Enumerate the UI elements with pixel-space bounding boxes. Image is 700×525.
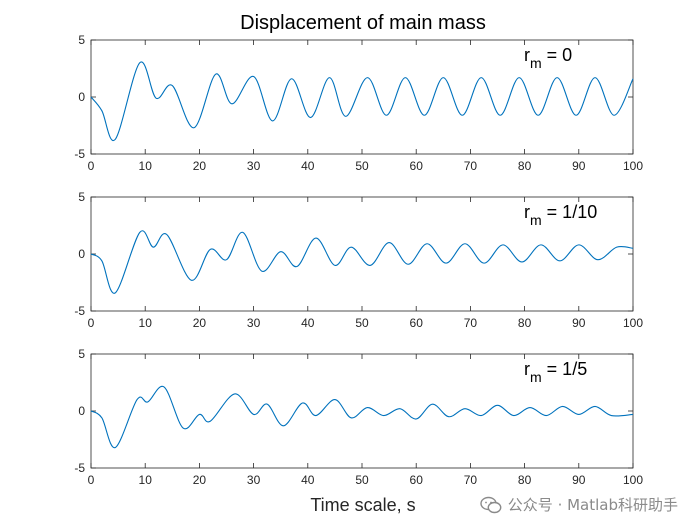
x-tick-label: 70: [464, 316, 478, 330]
x-tick-label: 40: [301, 473, 315, 487]
wechat-icon: [480, 496, 502, 513]
x-tick-label: 60: [410, 316, 424, 330]
x-tick-label: 80: [518, 473, 532, 487]
x-tick-label: 20: [193, 159, 207, 173]
x-tick-label: 80: [518, 316, 532, 330]
displacement-series-line: [90, 230, 634, 294]
x-tick-label: 10: [139, 473, 153, 487]
x-tick-label: 10: [139, 159, 153, 173]
x-axis-label: Time scale, s: [310, 495, 415, 515]
y-tick-label: 0: [78, 247, 85, 261]
displacement-series-line: [90, 61, 634, 142]
y-tick-label: 5: [78, 33, 85, 47]
x-tick-label: 0: [88, 159, 95, 173]
x-tick-label: 10: [139, 316, 153, 330]
x-tick-label: 90: [572, 316, 586, 330]
x-tick-label: 80: [518, 159, 532, 173]
x-tick-label: 30: [247, 159, 261, 173]
y-tick-label: 5: [78, 190, 85, 204]
y-tick-label: -5: [74, 147, 85, 161]
x-tick-label: 70: [464, 473, 478, 487]
x-tick-label: 100: [623, 159, 643, 173]
x-tick-label: 40: [301, 316, 315, 330]
x-tick-label: 90: [572, 159, 586, 173]
y-tick-label: -5: [74, 304, 85, 318]
x-tick-label: 20: [193, 316, 207, 330]
x-tick-label: 50: [355, 316, 369, 330]
x-tick-label: 100: [623, 316, 643, 330]
x-tick-label: 40: [301, 159, 315, 173]
rm-annotation: rm = 1/10: [524, 202, 597, 228]
x-tick-label: 60: [410, 159, 424, 173]
rm-annotation: rm = 0: [524, 45, 572, 71]
x-tick-label: 100: [623, 473, 643, 487]
x-tick-label: 50: [355, 473, 369, 487]
displacement-series-line: [90, 385, 634, 449]
watermark: 公众号 · Matlab科研助手: [480, 494, 678, 515]
x-tick-label: 90: [572, 473, 586, 487]
x-tick-label: 60: [410, 473, 424, 487]
y-tick-label: -5: [74, 461, 85, 475]
rm-annotation: rm = 1/5: [524, 359, 587, 385]
x-tick-label: 0: [88, 316, 95, 330]
figure-title: Displacement of main mass: [240, 12, 486, 34]
y-tick-label: 0: [78, 404, 85, 418]
x-tick-label: 0: [88, 473, 95, 487]
y-tick-label: 0: [78, 90, 85, 104]
x-tick-label: 30: [247, 473, 261, 487]
watermark-text: 公众号 · Matlab科研助手: [507, 496, 678, 514]
x-tick-label: 70: [464, 159, 478, 173]
x-tick-label: 30: [247, 316, 261, 330]
x-tick-label: 20: [193, 473, 207, 487]
y-tick-label: 5: [78, 347, 85, 361]
x-tick-label: 50: [355, 159, 369, 173]
